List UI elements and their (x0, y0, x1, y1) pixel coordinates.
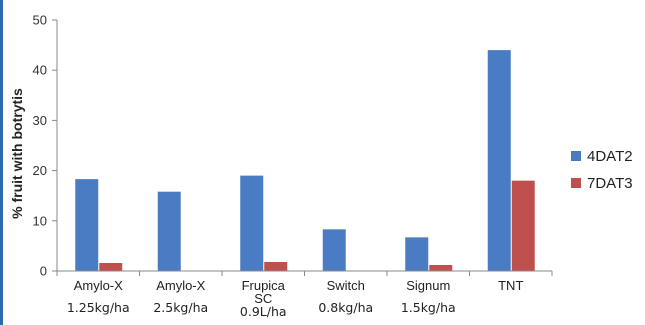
y-tick-label: 20 (33, 163, 47, 178)
bar-4dat2-4 (322, 229, 346, 271)
legend-swatch (571, 151, 581, 161)
x-category-label: 2.5kg/ha (153, 300, 208, 315)
bar-4dat2-3 (240, 175, 264, 271)
bar-4dat2-2 (157, 191, 181, 271)
y-tick-label: 0 (40, 264, 47, 279)
bar-7dat3-1 (99, 262, 123, 271)
y-tick-label: 10 (33, 213, 47, 228)
bar-7dat3-3 (264, 261, 288, 271)
x-category-label: SC (254, 291, 272, 306)
y-axis: 0 10 20 30 40 50 (33, 13, 58, 279)
legend-swatch (571, 178, 581, 188)
x-category-label: 0.8kg/ha (318, 300, 373, 315)
x-category-label: 1.5kg/ha (401, 300, 456, 315)
x-axis: Amylo-X 1.25kg/ha Amylo-X 2.5kg/ha FrupicaSC… (56, 270, 553, 319)
y-axis-label: % fruit with botrytis (9, 88, 25, 219)
x-category-label: Frupica (242, 278, 286, 293)
y-tick-label: 50 (33, 13, 47, 28)
x-category-label: Amylo-X (74, 278, 123, 293)
x-category-label: 1.25kg/ha (67, 300, 130, 315)
bars (75, 50, 535, 272)
bar-4dat2-1 (75, 179, 99, 271)
x-category-label: Amylo-X (156, 278, 205, 293)
legend-label: 7DAT3 (587, 175, 633, 192)
x-category-label: Signum (406, 278, 450, 293)
x-category-label: 0.9L/ha (240, 304, 287, 319)
bar-7dat3-6 (511, 180, 535, 271)
y-tick-label: 30 (33, 113, 47, 128)
legend-label: 4DAT2 (587, 148, 633, 165)
bar-7dat3-5 (429, 264, 453, 271)
legend: 4DAT2 7DAT3 (571, 148, 633, 192)
bar-4dat2-6 (487, 50, 511, 272)
x-category-label: TNT (498, 278, 523, 293)
x-category-label: Switch (327, 278, 365, 293)
y-tick-label: 40 (33, 63, 47, 78)
bar-4dat2-5 (405, 237, 429, 271)
